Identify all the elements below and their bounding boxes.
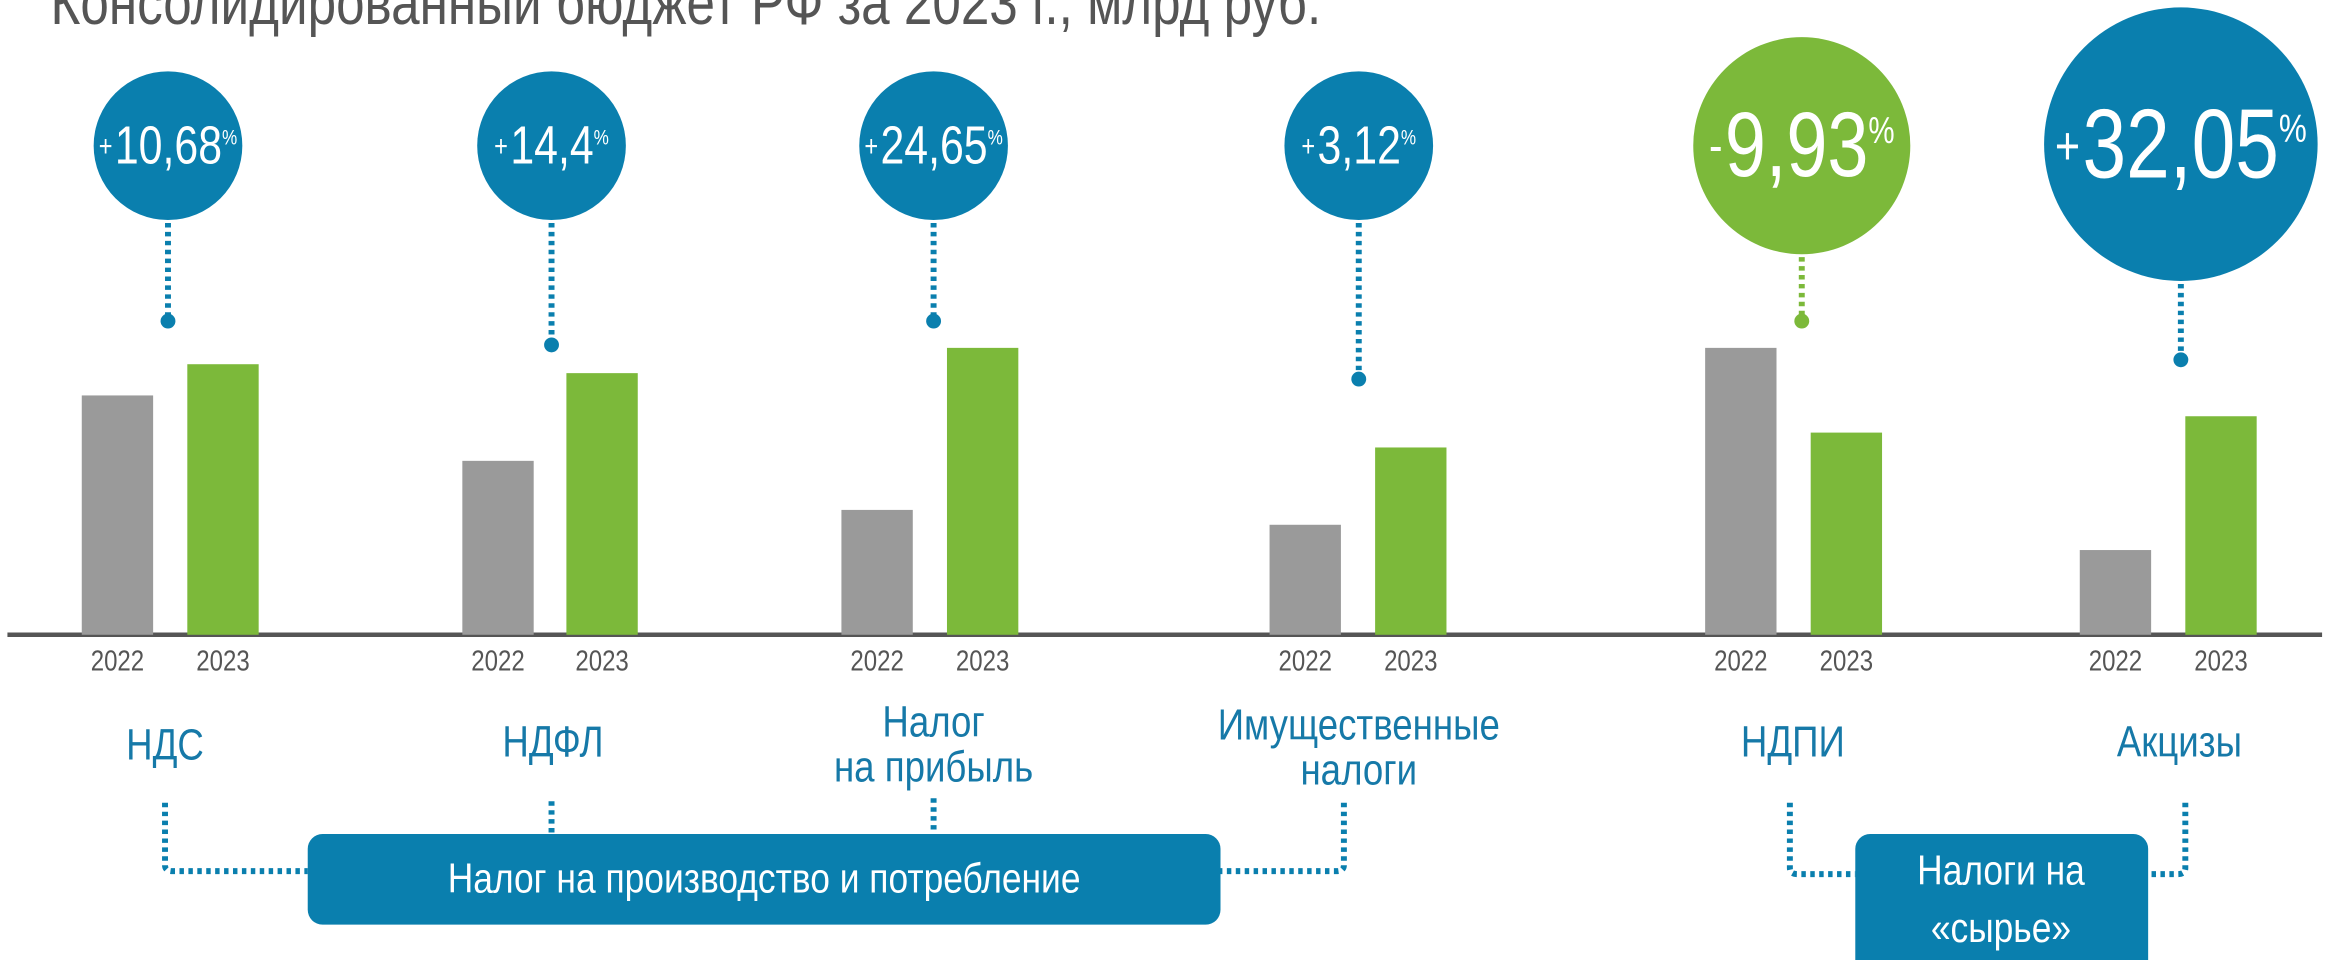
bar <box>2185 416 2257 635</box>
change-bubble <box>1693 37 1911 255</box>
year-label: 2023 <box>1819 646 1874 678</box>
bar <box>1810 432 1883 635</box>
change-unit: % <box>222 126 238 151</box>
change-number: 9,93 <box>1724 94 1869 197</box>
bar <box>462 460 534 635</box>
change-unit: % <box>2278 106 2307 152</box>
leader-dot <box>1794 313 1810 329</box>
change-label: +10,68% <box>98 114 238 176</box>
category-label: НДФЛ <box>502 719 604 767</box>
category-label: Акцизы <box>2116 719 2242 767</box>
change-label: +24,65% <box>864 114 1003 176</box>
change-number: 14,4 <box>510 114 594 176</box>
change-bubble <box>477 71 626 221</box>
category-label: Имущественные налоги <box>1217 702 1500 796</box>
year-label: 2023 <box>955 646 1010 678</box>
year-label: 2022 <box>2088 646 2143 678</box>
bar <box>2079 550 2152 635</box>
year-label: 2022 <box>471 646 525 678</box>
bar <box>1375 447 1447 635</box>
year-label: 2023 <box>2194 646 2248 678</box>
change-bubble <box>859 71 1008 221</box>
bar <box>81 395 154 635</box>
category-label: Налог на прибыль <box>833 699 1034 793</box>
change-unit: % <box>1868 111 1895 152</box>
group-box <box>1855 833 2149 960</box>
change-number: 32,05 <box>2082 88 2279 199</box>
bar <box>1269 524 1341 635</box>
change-sign: + <box>494 131 508 164</box>
category-label: НДС <box>126 722 204 770</box>
year-label: 2023 <box>1384 646 1438 678</box>
change-bubble <box>2044 7 2318 281</box>
change-label: +3,12% <box>1301 114 1417 176</box>
change-label: -9,93% <box>1709 97 1895 194</box>
change-bubble <box>93 71 243 221</box>
change-unit: % <box>987 126 1003 151</box>
change-sign: + <box>1301 131 1316 164</box>
change-sign: - <box>1708 118 1723 176</box>
group-box <box>307 833 1221 925</box>
leader-dot <box>2173 352 2189 368</box>
year-label: 2022 <box>1714 646 1768 678</box>
leader-dot <box>544 337 559 353</box>
bracket <box>162 802 308 875</box>
group-label: Налоги на «сырье» <box>1917 847 2085 952</box>
change-sign: + <box>864 131 879 164</box>
change-number: 10,68 <box>114 114 223 176</box>
bar <box>566 373 638 635</box>
change-unit: % <box>593 126 609 151</box>
bar <box>187 364 259 635</box>
change-label: +14,4% <box>494 114 609 176</box>
bracket <box>2148 802 2189 878</box>
category-label: НДПИ <box>1740 719 1845 767</box>
year-label: 2022 <box>850 646 904 678</box>
bar <box>1705 347 1777 635</box>
change-number: 3,12 <box>1317 114 1401 176</box>
leader-dot <box>160 313 176 329</box>
change-sign: + <box>2054 114 2081 176</box>
year-label: 2023 <box>575 646 629 678</box>
bar <box>841 509 913 635</box>
year-label: 2023 <box>196 646 250 678</box>
bar <box>946 347 1019 635</box>
brackets <box>162 798 2189 878</box>
change-unit: % <box>1400 126 1417 151</box>
change-bubble <box>1284 71 1434 221</box>
change-sign: + <box>98 131 113 164</box>
bracket <box>1786 802 1856 878</box>
change-label: +32,05% <box>2054 92 2307 196</box>
leader-dot <box>1351 371 1367 387</box>
chart-title: Консолидированный бюджет РФ за 2023 г., … <box>50 0 1322 38</box>
change-number: 24,65 <box>880 114 988 176</box>
year-label: 2022 <box>1278 646 1332 678</box>
year-label: 2022 <box>90 646 145 678</box>
bracket <box>1220 802 1347 875</box>
group-label: Налог на производство и потребление <box>447 855 1081 902</box>
leader-dot <box>926 313 942 329</box>
